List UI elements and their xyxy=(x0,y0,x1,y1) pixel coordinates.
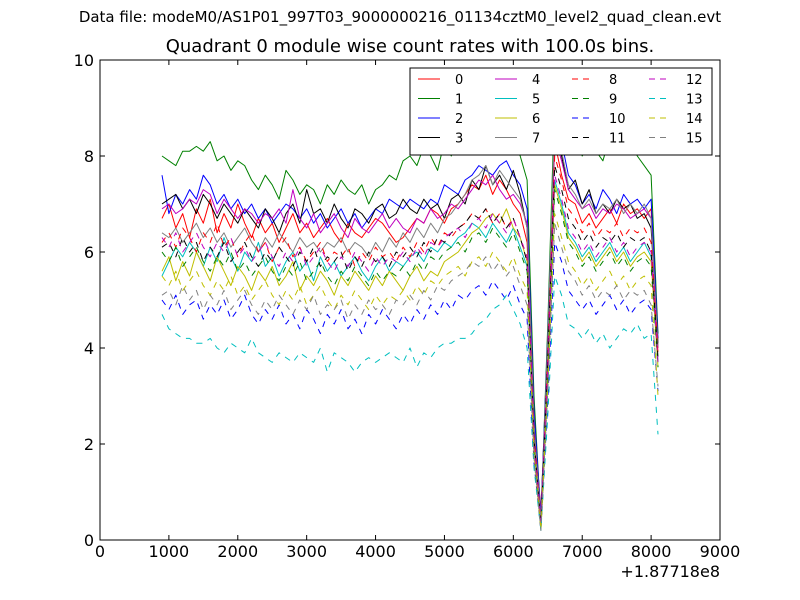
legend-label-4: 4 xyxy=(532,73,540,88)
series-line-7 xyxy=(161,117,659,522)
legend-label-5: 5 xyxy=(532,93,540,108)
series-line-10 xyxy=(161,241,659,531)
legend-box xyxy=(409,67,713,156)
legend-label-13: 13 xyxy=(686,93,703,108)
series-line-0 xyxy=(161,141,659,512)
legend-label-0: 0 xyxy=(455,73,463,88)
y-tick-label: 8 xyxy=(84,147,94,166)
x-tick-label: 4000 xyxy=(355,542,396,561)
series-layer xyxy=(161,97,659,531)
plot-frame xyxy=(99,59,721,541)
axes-layer: 0 1000 2000 3000 4000 5000 6000 7000 8000 9000 0 2 4… xyxy=(74,51,741,561)
x-tick-label: 5000 xyxy=(424,542,465,561)
x-tick-label: 1000 xyxy=(149,542,190,561)
y-tick-label: 2 xyxy=(84,435,94,454)
series-line-9 xyxy=(161,189,659,531)
x-tick-label: 6000 xyxy=(493,542,534,561)
series-line-4 xyxy=(161,136,659,522)
x-tick-label: 3000 xyxy=(286,542,327,561)
legend-label-1: 1 xyxy=(455,93,463,108)
y-tick-label: 0 xyxy=(84,531,94,550)
legend-label-12: 12 xyxy=(686,73,703,88)
legend-label-6: 6 xyxy=(532,112,540,127)
legend-label-8: 8 xyxy=(609,73,617,88)
legend-label-14: 14 xyxy=(686,112,703,127)
legend-label-15: 15 xyxy=(686,132,703,147)
series-line-1 xyxy=(161,97,659,522)
series-line-6 xyxy=(161,184,659,527)
figure-suptitle: Data file: modeM0/AS1P01_997T03_90000002… xyxy=(78,8,722,26)
y-tick-label: 6 xyxy=(84,243,94,262)
legend-label-10: 10 xyxy=(609,112,626,127)
legend-label-9: 9 xyxy=(609,93,617,108)
series-line-15 xyxy=(161,222,659,531)
series-line-8 xyxy=(161,155,659,527)
series-line-14 xyxy=(161,213,659,531)
y-tick-label: 4 xyxy=(84,339,94,358)
legend-label-3: 3 xyxy=(455,132,463,147)
x-tick-label: 9000 xyxy=(700,542,741,561)
x-axis-offset-label: +1.87718e8 xyxy=(620,562,720,581)
series-line-13 xyxy=(161,275,659,531)
x-tick-label: 7000 xyxy=(562,542,603,561)
series-line-11 xyxy=(161,165,659,527)
chart-title: Quadrant 0 module wise count rates with … xyxy=(165,36,655,57)
x-tick-label: 8000 xyxy=(631,542,672,561)
legend-label-2: 2 xyxy=(455,112,463,127)
x-tick-label: 2000 xyxy=(217,542,258,561)
y-tick-label: 10 xyxy=(74,51,94,70)
series-line-3 xyxy=(161,131,659,527)
series-line-2 xyxy=(161,126,659,517)
x-tick-label: 0 xyxy=(95,542,105,561)
series-line-12 xyxy=(161,174,659,527)
legend-label-7: 7 xyxy=(532,132,540,147)
legend-label-11: 11 xyxy=(609,132,626,147)
